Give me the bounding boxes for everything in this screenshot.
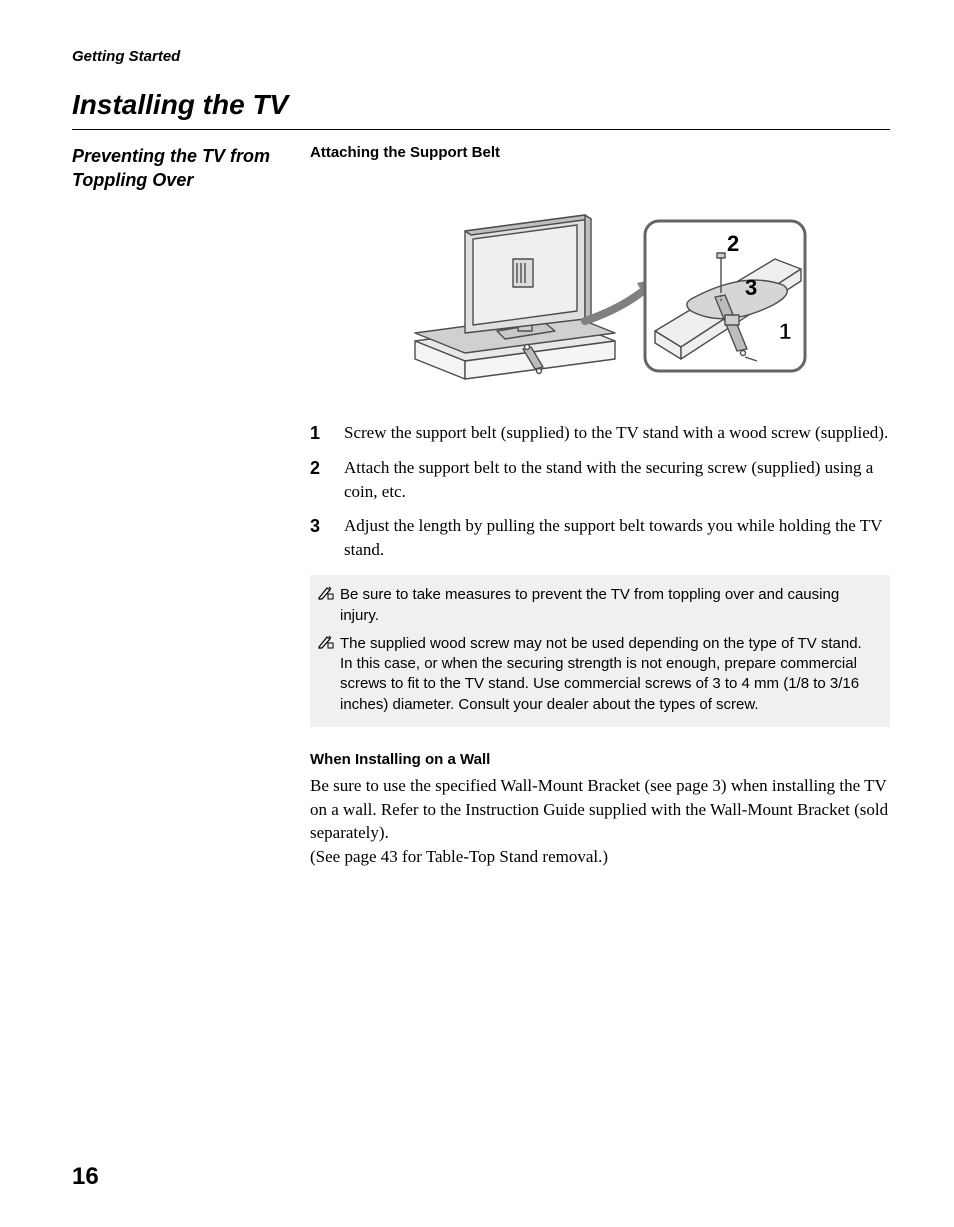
diagram: 1 2 3 1 [310, 201, 890, 381]
step-item: 3 Adjust the length by pulling the suppo… [310, 514, 890, 562]
step-number: 3 [310, 514, 344, 562]
svg-text:2: 2 [727, 231, 739, 256]
pencil-note-icon [318, 634, 340, 715]
step-item: 2 Attach the support belt to the stand w… [310, 456, 890, 504]
step-text: Screw the support belt (supplied) to the… [344, 421, 888, 446]
left-column: Preventing the TV from Toppling Over [72, 144, 302, 869]
wall-heading: When Installing on a Wall [310, 751, 890, 768]
step-number: 1 [310, 421, 344, 446]
svg-text:3: 3 [745, 275, 757, 300]
step-item: 1 Screw the support belt (supplied) to t… [310, 421, 890, 446]
subsection-title: Preventing the TV from Toppling Over [72, 144, 302, 193]
page-number: 16 [72, 1163, 99, 1191]
page-title: Installing the TV [72, 89, 890, 121]
note-text: Be sure to take measures to prevent the … [340, 585, 878, 626]
step-text: Adjust the length by pulling the support… [344, 514, 890, 562]
svg-text:1: 1 [779, 319, 791, 344]
right-column: Attaching the Support Belt [302, 144, 890, 869]
wall-body: Be sure to use the specified Wall-Mount … [310, 774, 890, 869]
note-text: The supplied wood screw may not be used … [340, 634, 878, 715]
step-number: 2 [310, 456, 344, 504]
pencil-note-icon [318, 585, 340, 626]
steps-list: 1 Screw the support belt (supplied) to t… [310, 421, 890, 561]
notes-box: Be sure to take measures to prevent the … [310, 575, 890, 727]
breadcrumb: Getting Started [72, 48, 890, 65]
note-item: Be sure to take measures to prevent the … [318, 585, 878, 626]
content-columns: Preventing the TV from Toppling Over Att… [72, 129, 890, 869]
step-text: Attach the support belt to the stand wit… [344, 456, 890, 504]
attaching-heading: Attaching the Support Belt [310, 144, 890, 161]
note-item: The supplied wood screw may not be used … [318, 634, 878, 715]
